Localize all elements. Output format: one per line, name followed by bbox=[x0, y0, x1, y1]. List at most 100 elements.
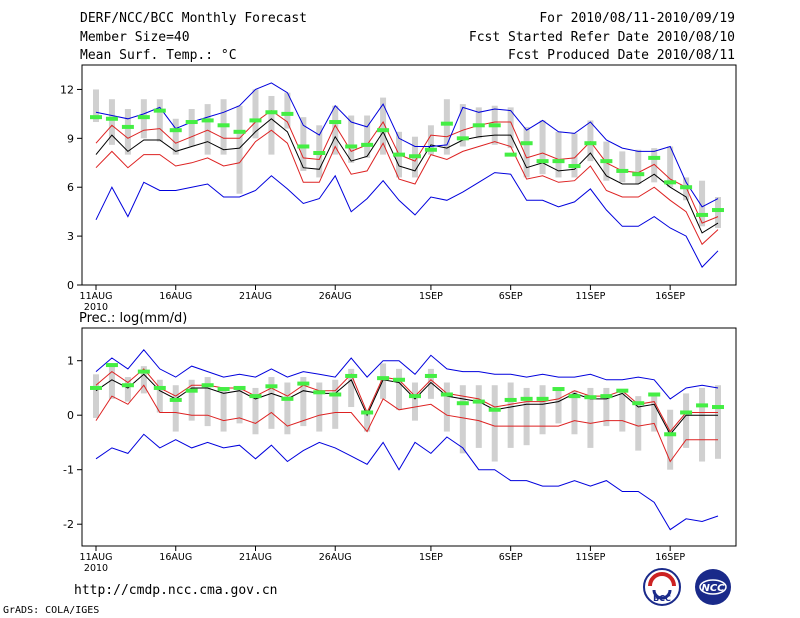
member-mark bbox=[121, 383, 134, 388]
spread-bar bbox=[204, 377, 211, 427]
x-tick-label: 26AUG bbox=[319, 552, 352, 563]
member-mark bbox=[664, 180, 677, 185]
member-mark bbox=[520, 141, 533, 146]
website-url[interactable]: http://cmdp.ncc.cma.gov.cn bbox=[74, 583, 278, 598]
spread-bar bbox=[475, 385, 482, 448]
y-tick-label: -2 bbox=[63, 518, 74, 531]
spread-bar bbox=[332, 105, 339, 155]
spread-bar bbox=[316, 382, 323, 432]
member-mark bbox=[297, 381, 310, 386]
spread-bar bbox=[699, 387, 706, 462]
member-mark bbox=[329, 120, 342, 125]
x-tick-label: 21AUG bbox=[239, 291, 272, 302]
member-mark bbox=[329, 392, 342, 397]
x-tick-label: 1SEP bbox=[419, 291, 443, 302]
member-mark bbox=[664, 432, 677, 437]
y-tick-label: 3 bbox=[67, 230, 74, 243]
member-mark bbox=[217, 387, 230, 392]
member-mark bbox=[361, 142, 374, 147]
x-tick-label: 11AUG bbox=[80, 291, 113, 302]
svg-text:BCC: BCC bbox=[653, 594, 671, 603]
spread-bar bbox=[699, 180, 706, 227]
spread-bar bbox=[507, 107, 514, 149]
spread-bar bbox=[108, 363, 115, 399]
spread-bar bbox=[587, 387, 594, 448]
forecast-title: DERF/NCC/BCC Monthly Forecast bbox=[80, 11, 307, 26]
spread-bar bbox=[236, 387, 243, 424]
y-tick-label: -1 bbox=[63, 464, 74, 477]
series-line-lower_red bbox=[95, 109, 719, 224]
member-mark bbox=[408, 154, 421, 159]
member-mark bbox=[265, 384, 278, 389]
spread-bar bbox=[619, 151, 626, 183]
member-mark bbox=[169, 397, 182, 402]
spread-bar bbox=[236, 105, 243, 194]
member-mark bbox=[568, 394, 581, 399]
member-mark bbox=[552, 387, 565, 392]
series-line-min bbox=[95, 349, 719, 400]
series-line-min bbox=[95, 82, 719, 208]
spread-bar bbox=[539, 385, 546, 435]
member-mark bbox=[377, 128, 390, 133]
member-mark bbox=[424, 373, 437, 378]
x-tick-label: 1SEP bbox=[419, 552, 443, 563]
spread-bar bbox=[252, 89, 259, 139]
x-tick-label: 6SEP bbox=[499, 291, 523, 302]
spread-bar bbox=[555, 387, 562, 424]
spread-bar bbox=[124, 109, 131, 155]
member-mark bbox=[680, 410, 693, 415]
spread-bar bbox=[348, 368, 355, 408]
member-mark bbox=[712, 405, 724, 410]
member-mark bbox=[536, 396, 549, 401]
spread-bar bbox=[380, 363, 387, 399]
spread-bar bbox=[380, 97, 387, 155]
member-mark bbox=[297, 144, 310, 149]
member-mark bbox=[393, 152, 406, 157]
grads-credit: GrADS: COLA/IGES bbox=[3, 605, 100, 616]
member-mark bbox=[520, 396, 533, 401]
spread-bar bbox=[284, 382, 291, 435]
member-mark bbox=[440, 392, 453, 397]
member-mark bbox=[265, 110, 278, 115]
temp-variable-label: Mean Surf. Temp.: °C bbox=[80, 48, 237, 63]
series-line-max bbox=[95, 172, 719, 268]
member-mark bbox=[632, 172, 645, 177]
member-mark bbox=[90, 115, 102, 120]
member-mark bbox=[584, 395, 597, 400]
series-line-upper_red bbox=[95, 384, 718, 463]
fcst-produced-date: Fcst Produced Date 2010/08/11 bbox=[508, 48, 735, 63]
member-mark bbox=[153, 385, 166, 390]
member-mark bbox=[504, 152, 517, 157]
spread-bar bbox=[507, 382, 514, 448]
forecast-period: For 2010/08/11-2010/09/19 bbox=[539, 11, 735, 26]
member-mark bbox=[233, 129, 246, 134]
spread-bar bbox=[268, 377, 275, 429]
member-mark bbox=[456, 136, 469, 141]
member-mark bbox=[616, 388, 629, 393]
member-mark bbox=[504, 397, 517, 402]
member-mark bbox=[568, 164, 581, 169]
spread-bar bbox=[715, 197, 721, 228]
spread-bar bbox=[651, 393, 658, 432]
x-tick-label: 11AUG bbox=[80, 552, 113, 563]
spread-bar bbox=[715, 385, 721, 459]
member-mark bbox=[313, 390, 326, 395]
spread-bar bbox=[156, 379, 163, 413]
spread-bar bbox=[252, 387, 259, 435]
spread-bar bbox=[172, 385, 179, 432]
spread-bar bbox=[683, 393, 690, 448]
precipitation-panel: -2 -1 0 1 11AUG 16AUG 21AUG 26AUG 1SEP 6SEP 11SEP 1… bbox=[63, 327, 737, 574]
x-tick-label: 16SEP bbox=[655, 552, 685, 563]
member-mark bbox=[408, 394, 421, 399]
member-mark bbox=[680, 185, 693, 190]
bcc-logo: BCC bbox=[643, 568, 681, 606]
year-label: 2010 bbox=[84, 563, 108, 574]
spread-bar bbox=[475, 107, 482, 139]
spread-bar bbox=[188, 109, 195, 147]
member-mark bbox=[552, 159, 565, 164]
spread-bar bbox=[427, 125, 434, 155]
spread-bar bbox=[635, 396, 642, 451]
spread-bar bbox=[348, 115, 355, 163]
spread-bar bbox=[93, 89, 99, 123]
member-mark bbox=[440, 121, 453, 126]
